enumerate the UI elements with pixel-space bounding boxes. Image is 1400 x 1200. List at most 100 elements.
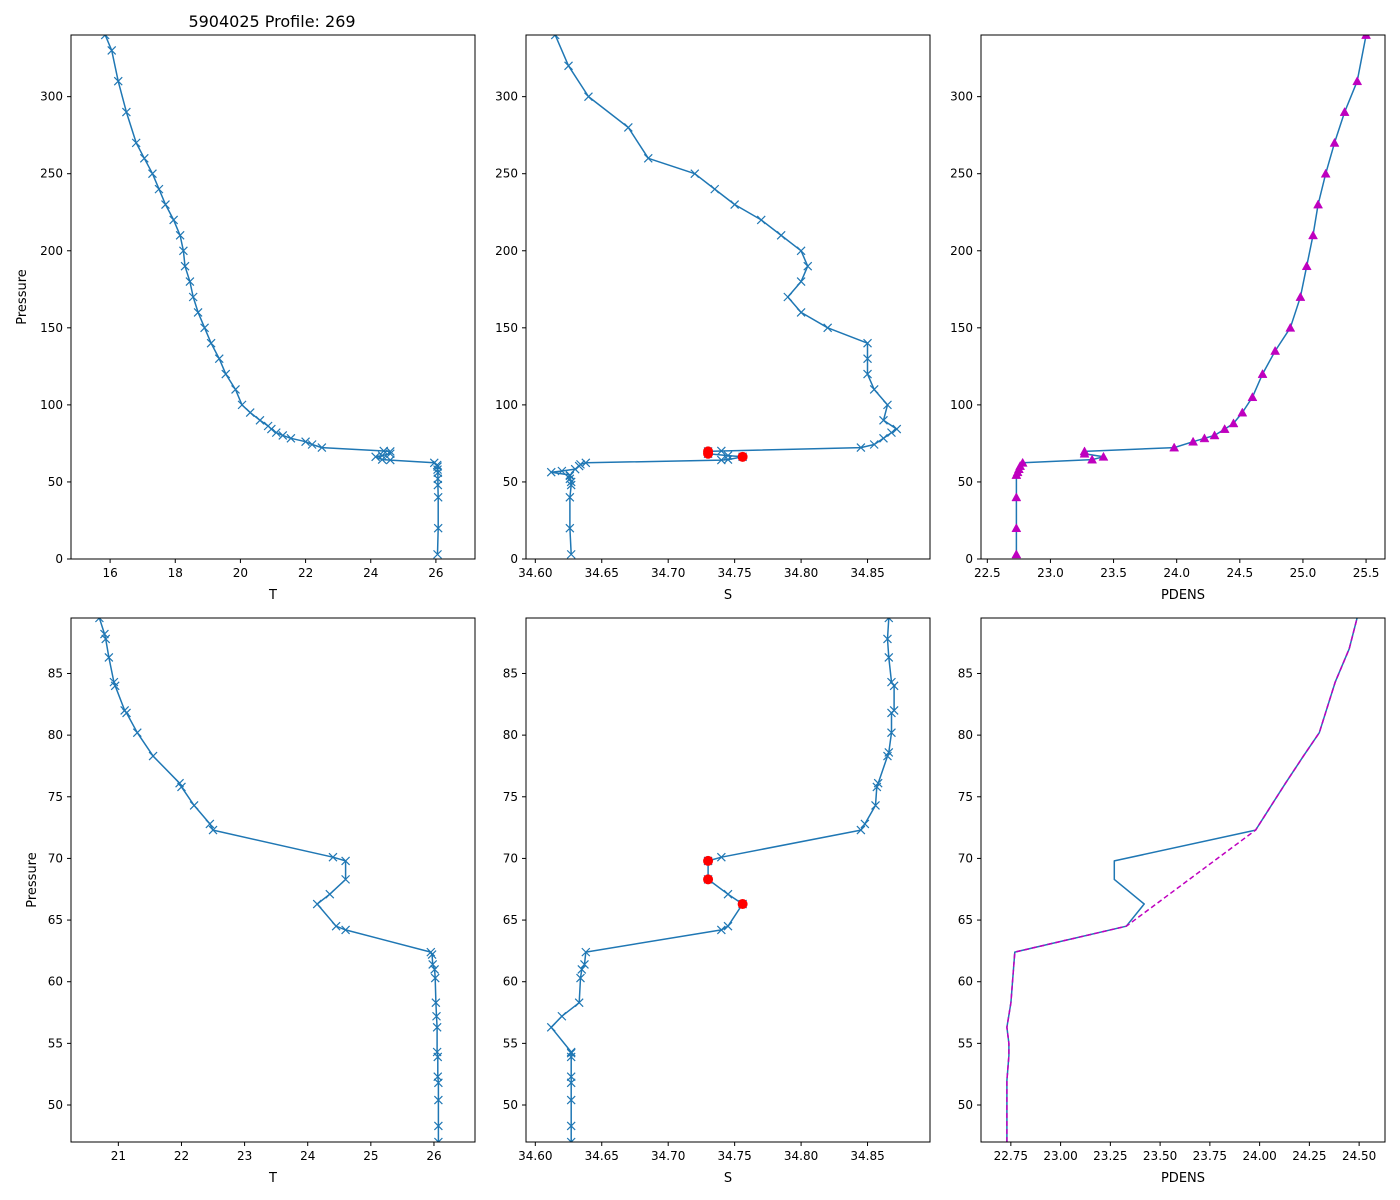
data-point-marker	[856, 443, 866, 452]
x-tick-label: 26	[428, 566, 443, 580]
data-point-marker	[120, 706, 130, 715]
data-point-marker	[206, 338, 216, 348]
data-point-marker	[428, 960, 438, 969]
plot-content	[1006, 618, 1358, 1142]
data-point-marker	[856, 825, 866, 835]
data-point-marker	[756, 215, 766, 225]
plot-content	[546, 618, 899, 1142]
data-point-marker	[796, 277, 806, 287]
data-point-marker	[331, 921, 341, 931]
data-point-marker	[433, 1121, 443, 1131]
data-point-marker	[873, 778, 883, 788]
x-tick-label: 34.80	[784, 566, 818, 580]
data-point-marker	[107, 45, 117, 55]
y-tick-label: 200	[495, 244, 518, 258]
data-point-marker	[189, 800, 199, 810]
data-point-marker	[1257, 369, 1268, 378]
y-tick-label: 250	[40, 167, 63, 181]
plot-area	[71, 35, 475, 559]
x-tick-label: 24	[300, 1149, 315, 1163]
data-point-marker	[884, 653, 894, 662]
data-point-marker	[566, 1048, 576, 1058]
y-axis-label: Pressure	[25, 852, 40, 908]
data-point-marker	[1017, 457, 1028, 467]
data-point-marker	[237, 400, 247, 410]
x-tick-label: 23.00	[1043, 1149, 1077, 1163]
overlay-dashed-line	[1006, 618, 1358, 1142]
data-point-marker	[148, 751, 158, 761]
data-point-marker	[433, 492, 443, 502]
flagged-point	[737, 451, 748, 462]
y-tick-label: 65	[958, 913, 973, 927]
data-point-marker	[723, 889, 733, 899]
data-point-marker	[550, 35, 560, 40]
data-point-marker	[154, 184, 164, 194]
data-point-marker	[427, 950, 437, 960]
data-point-marker	[796, 307, 806, 317]
data-point-marker	[710, 184, 720, 194]
x-axis-label: T	[268, 588, 277, 603]
data-point-marker	[887, 728, 896, 738]
x-tick-label: 34.75	[717, 566, 751, 580]
data-point-marker	[566, 1137, 576, 1142]
data-point-marker	[301, 437, 311, 447]
panel-bottom-salinity: 34.60 34.65 34.70 34.75 34.80 34.85 50 55 60 65 70…	[503, 617, 931, 1186]
data-point-marker	[564, 61, 573, 71]
data-point-marker	[178, 246, 188, 256]
data-point-marker	[231, 385, 240, 394]
x-tick-label: 34.75	[717, 1149, 751, 1163]
x-tick-label: 34.85	[850, 1149, 884, 1163]
data-point-marker	[887, 677, 896, 687]
data-point-marker	[432, 1047, 442, 1057]
data-point-marker	[884, 747, 894, 757]
y-tick-label: 150	[40, 321, 63, 335]
x-tick-label: 26	[426, 1149, 441, 1163]
data-point-marker	[1352, 76, 1363, 86]
data-point-marker	[113, 76, 123, 86]
y-tick-label: 50	[48, 475, 63, 489]
data-point-marker	[312, 899, 322, 909]
y-tick-label: 80	[503, 728, 518, 742]
y-tick-label: 65	[503, 913, 518, 927]
y-tick-label: 75	[958, 790, 973, 804]
data-point-marker	[1219, 424, 1230, 433]
x-axis-label: S	[724, 588, 732, 603]
data-point-marker	[100, 629, 109, 639]
x-tick-label: 23.25	[1093, 1149, 1127, 1163]
x-tick-label: 24.50	[1342, 1149, 1376, 1163]
y-tick-label: 70	[48, 851, 63, 865]
data-point-marker	[131, 138, 141, 148]
data-point-marker	[716, 852, 726, 862]
data-point-marker	[175, 230, 185, 240]
data-point-marker	[776, 230, 786, 240]
x-tick-label: 34.85	[850, 566, 884, 580]
y-tick-label: 200	[40, 244, 63, 258]
data-point-marker	[566, 1072, 576, 1082]
data-point-marker	[879, 415, 888, 425]
x-tick-label: 24.0	[1163, 566, 1190, 580]
data-point-marker	[1247, 392, 1258, 402]
data-point-marker	[169, 215, 179, 225]
y-tick-label: 85	[503, 666, 518, 680]
data-point-marker	[1079, 446, 1090, 456]
data-point-marker	[879, 433, 888, 443]
x-tick-label: 18	[168, 566, 183, 580]
y-tick-label: 75	[503, 790, 518, 804]
data-point-marker	[109, 677, 119, 687]
y-tick-label: 150	[495, 321, 518, 335]
y-tick-label: 60	[503, 975, 518, 989]
x-tick-label: 23.75	[1193, 1149, 1227, 1163]
axes-frame	[70, 34, 476, 560]
x-tick-label: 34.70	[651, 566, 685, 580]
data-point-marker	[869, 385, 879, 394]
y-tick-label: 70	[503, 851, 518, 865]
x-tick-label: 22	[298, 566, 313, 580]
x-tick-label: 22.5	[974, 566, 1001, 580]
y-tick-label: 200	[950, 244, 973, 258]
data-point-marker	[433, 549, 442, 559]
axes-frame	[525, 617, 931, 1143]
data-point-marker	[690, 169, 700, 179]
plot-content	[94, 618, 443, 1142]
series-line-s	[550, 35, 898, 555]
data-point-marker	[263, 421, 273, 431]
